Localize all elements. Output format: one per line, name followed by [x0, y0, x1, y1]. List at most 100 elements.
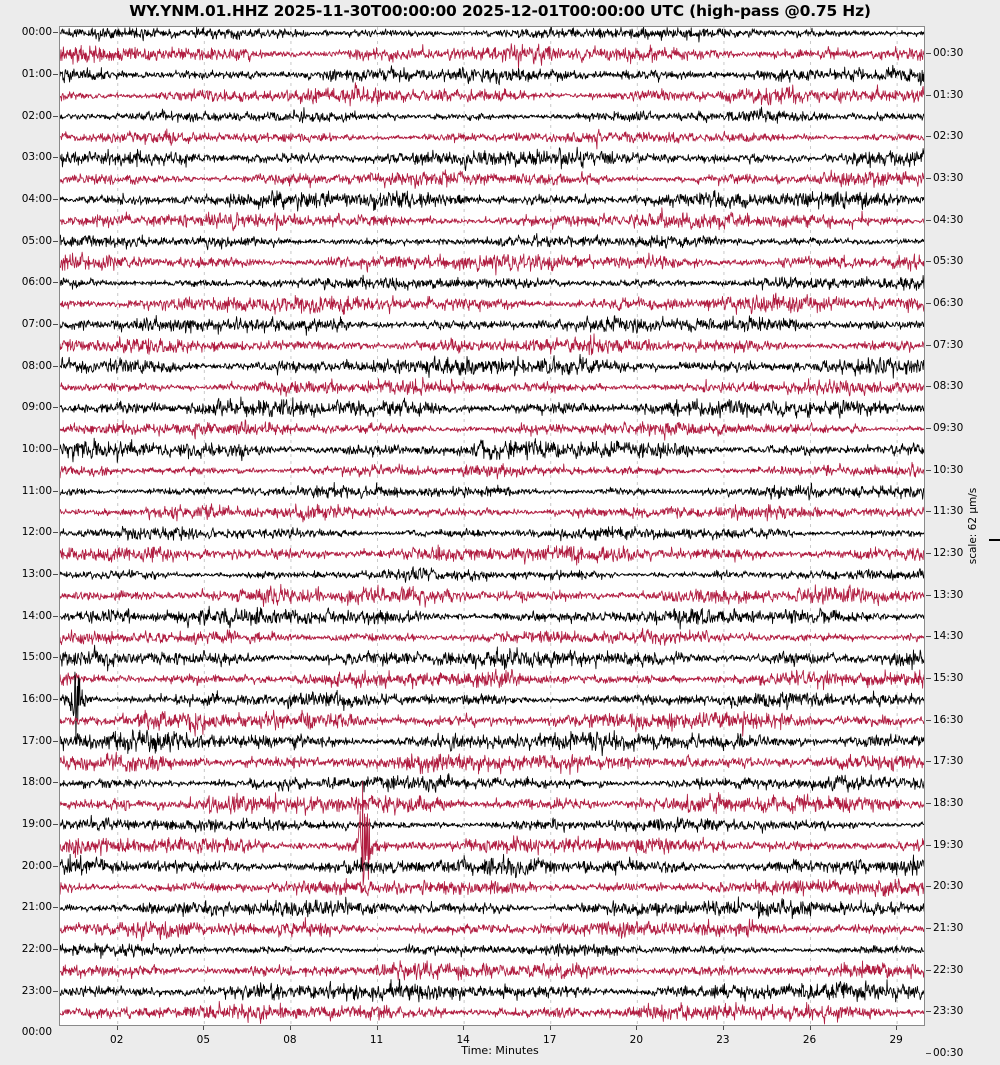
right-axis-tick — [926, 1011, 931, 1013]
left-axis-tick — [53, 990, 58, 992]
x-axis-tick-label: 11 — [369, 1034, 384, 1046]
x-axis-tick — [636, 1026, 638, 1030]
seismogram-trace — [60, 292, 924, 315]
seismogram-trace — [60, 315, 924, 336]
left-axis-label: 00:00 — [21, 1026, 52, 1039]
right-axis-tick — [926, 303, 931, 305]
right-axis-label: 07:30 — [933, 338, 964, 351]
right-axis-tick — [926, 428, 931, 430]
x-axis-tick-label: 02 — [110, 1034, 124, 1046]
x-axis-tick — [809, 1026, 811, 1030]
seismogram-trace — [60, 128, 924, 150]
left-axis-tick — [53, 532, 58, 534]
seismogram-trace — [60, 27, 924, 43]
right-axis-label: 23:30 — [933, 1005, 964, 1018]
x-axis-tick-label: 23 — [716, 1034, 730, 1046]
x-axis-tick — [722, 1026, 724, 1030]
seismogram-trace — [60, 376, 924, 397]
seismogram-trace — [60, 780, 924, 886]
seismogram-trace — [60, 1000, 924, 1025]
left-axis-label: 21:00 — [21, 901, 52, 914]
right-axis-tick — [926, 94, 931, 96]
seismogram-trace — [60, 751, 924, 775]
left-axis-tick — [53, 948, 58, 950]
seismogram-trace — [60, 814, 924, 834]
seismogram-trace — [60, 853, 924, 879]
left-axis-label: 05:00 — [21, 234, 52, 247]
right-axis-tick — [926, 553, 931, 555]
right-axis-label: 01:30 — [933, 88, 964, 101]
seismogram-trace — [60, 333, 924, 356]
seismogram-trace — [60, 207, 924, 232]
right-axis-tick — [926, 178, 931, 180]
left-axis-label: 08:00 — [21, 359, 52, 372]
x-axis-tick — [289, 1026, 291, 1030]
left-axis-tick — [53, 407, 58, 409]
seismogram-trace — [60, 773, 924, 793]
seismogram-trace — [60, 482, 924, 501]
seismogram-trace — [60, 64, 924, 86]
right-axis-tick — [926, 636, 931, 638]
left-time-axis: 00:00 01:00 02:00 03:00 04:00 05:00 06:00 07:00… — [0, 0, 52, 1065]
x-axis-tick — [463, 1026, 465, 1030]
right-axis-tick — [926, 844, 931, 846]
left-axis-tick — [53, 490, 58, 492]
left-axis-label: 23:00 — [21, 984, 52, 997]
x-axis-title: Time: Minutes — [461, 1044, 539, 1057]
right-axis-label: 00:30 — [933, 47, 964, 60]
left-axis-tick — [53, 282, 58, 284]
left-axis-label: 04:00 — [21, 192, 52, 205]
x-axis-tick — [116, 1026, 118, 1030]
right-axis-tick — [926, 344, 931, 346]
left-axis-label: 11:00 — [21, 484, 52, 497]
seismogram-trace — [60, 978, 924, 1003]
seismogram-trace — [60, 627, 924, 646]
seismogram-trace — [60, 82, 924, 107]
left-axis-tick — [53, 448, 58, 450]
left-axis-label: 01:00 — [21, 67, 52, 80]
seismogram-trace — [60, 729, 924, 757]
x-axis-ticks: 02 05 08 11 14 17 20 23 26 29 — [0, 1026, 1000, 1056]
right-axis-tick — [926, 511, 931, 513]
x-axis-tick-label: 29 — [889, 1034, 903, 1046]
left-axis-label: 22:00 — [21, 942, 52, 955]
right-axis-label: 19:30 — [933, 838, 964, 851]
x-axis-tick-label: 20 — [629, 1034, 644, 1046]
left-axis-tick — [53, 782, 58, 784]
x-axis-tick-label: 05 — [196, 1034, 211, 1046]
seismogram-trace — [60, 644, 924, 672]
left-axis-tick — [53, 73, 58, 75]
seismogram-trace — [60, 437, 924, 463]
seismogram-trace — [60, 878, 924, 898]
right-axis-label: 14:30 — [933, 630, 964, 643]
right-axis-tick — [926, 928, 931, 930]
x-axis-tick — [549, 1026, 551, 1030]
left-axis-tick — [53, 240, 58, 242]
left-axis-label: 15:00 — [21, 651, 52, 664]
left-axis-tick — [53, 115, 58, 117]
left-axis-tick — [53, 657, 58, 659]
scale-label: scale: 62 µm/s — [967, 487, 979, 565]
right-axis-tick — [926, 594, 931, 596]
seismogram-trace — [60, 396, 924, 419]
right-axis-tick — [926, 469, 931, 471]
right-axis-label: 00:30 — [933, 1047, 964, 1060]
right-axis-tick — [926, 761, 931, 763]
left-axis-label: 07:00 — [21, 317, 52, 330]
right-axis-label: 09:30 — [933, 422, 964, 435]
right-axis-tick — [926, 969, 931, 971]
right-axis-label: 16:30 — [933, 713, 964, 726]
scale-bar-icon — [989, 539, 1000, 541]
left-axis-label: 20:00 — [21, 859, 52, 872]
left-axis-tick — [53, 740, 58, 742]
right-axis-label: 21:30 — [933, 922, 964, 935]
scale-annotation: scale: 62 µm/s — [963, 480, 1000, 600]
seismogram-trace — [60, 189, 924, 212]
seismogram-traces — [60, 27, 924, 1025]
right-axis-label: 04:30 — [933, 213, 964, 226]
left-axis-label: 02:00 — [21, 109, 52, 122]
right-axis-tick — [926, 719, 931, 721]
x-axis-tick — [896, 1026, 898, 1030]
seismogram-trace — [60, 503, 924, 523]
